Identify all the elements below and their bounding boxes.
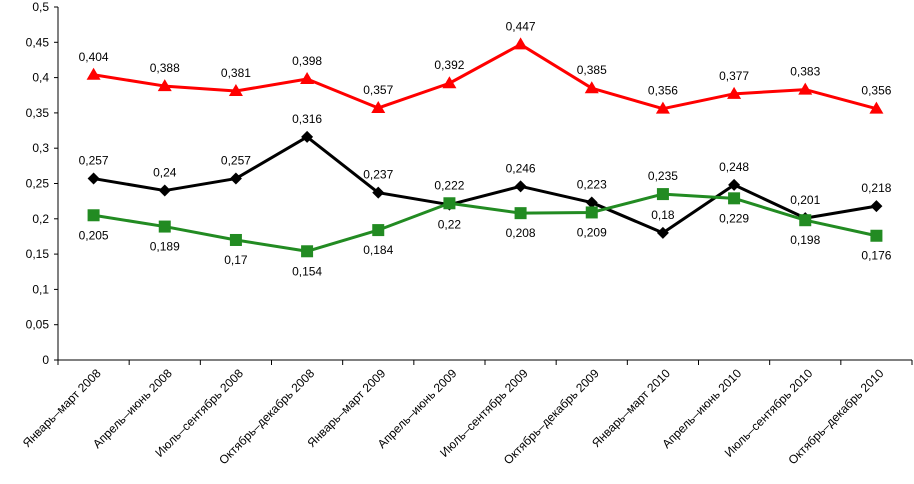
y-tick-label: 0: [42, 353, 49, 367]
data-label-red: 0,356: [861, 84, 891, 98]
y-tick-label: 0,1: [32, 282, 49, 296]
data-label-green: 0,189: [150, 240, 180, 254]
data-label-green: 0,209: [577, 225, 607, 239]
data-label-red: 0,404: [79, 50, 109, 64]
data-label-red: 0,388: [150, 61, 180, 75]
chart-axes: [57, 7, 912, 361]
point-black-diamond: [87, 172, 100, 185]
data-label-red: 0,356: [648, 84, 678, 98]
y-tick-label: 0,3: [32, 141, 49, 155]
x-tick-label: Апрель–июнь 2009: [375, 366, 460, 451]
series-line-black: [93, 135, 877, 235]
data-label-red: 0,381: [221, 66, 251, 80]
point-green-square: [585, 206, 598, 219]
data-label-black: 0,18: [651, 208, 675, 222]
point-green-square: [656, 188, 669, 201]
point-red-triangle: [442, 76, 457, 89]
point-red-triangle: [86, 67, 101, 80]
point-black-diamond: [728, 178, 741, 191]
point-black-diamond: [301, 130, 314, 143]
point-green-square: [728, 192, 741, 205]
point-red-triangle: [869, 101, 884, 114]
point-green-square: [158, 220, 171, 233]
data-label-red: 0,385: [577, 63, 607, 77]
y-tick-label: 0,15: [26, 247, 50, 261]
data-label-black: 0,223: [577, 178, 607, 192]
data-label-black: 0,201: [790, 193, 820, 207]
point-red-triangle: [513, 37, 528, 50]
y-tick-label: 0,2: [32, 212, 49, 226]
point-red-triangle: [300, 72, 315, 85]
y-tick-label: 0,35: [26, 106, 50, 120]
data-label-green: 0,208: [506, 226, 536, 240]
data-label-black: 0,24: [153, 166, 177, 180]
point-black-diamond: [870, 200, 883, 213]
data-label-green: 0,235: [648, 169, 678, 183]
y-axis-ticks: 0 0,05 0,1 0,15 0,2 0,25 0,3 0,35 0,4 0,45 0,5: [26, 0, 58, 367]
y-tick-label: 0,25: [26, 177, 50, 191]
x-tick-label: Январь–март 2008: [20, 366, 104, 450]
data-label-red: 0,398: [292, 54, 322, 68]
point-red-triangle: [798, 82, 813, 95]
point-green-square: [443, 197, 456, 210]
data-label-green: 0,17: [224, 253, 248, 267]
x-tick-label: Апрель–июнь 2010: [659, 366, 744, 451]
point-black-diamond: [585, 196, 598, 209]
y-tick-label: 0,4: [32, 71, 49, 85]
data-label-black: 0,22: [438, 218, 462, 232]
series-layer: [86, 37, 884, 258]
point-red-triangle: [584, 81, 599, 94]
data-label-green: 0,176: [861, 249, 891, 263]
point-red-triangle: [371, 100, 386, 113]
data-label-green: 0,229: [719, 211, 749, 225]
point-black-diamond: [514, 180, 527, 193]
point-green-square: [301, 245, 314, 258]
x-tick-label: Апрель–июнь 2008: [90, 366, 175, 451]
data-label-red: 0,447: [506, 19, 536, 33]
data-label-black: 0,257: [221, 154, 251, 168]
point-black-diamond: [372, 186, 385, 199]
point-red-triangle: [655, 101, 670, 114]
data-label-black: 0,246: [506, 161, 536, 175]
data-labels: 0,404 0,388 0,381 0,398 0,357 0,392 0,447 0,385…: [79, 19, 892, 278]
data-label-black: 0,248: [719, 160, 749, 174]
series-line-green: [93, 192, 877, 253]
point-black-diamond: [158, 184, 171, 197]
series-line-red: [93, 42, 877, 111]
x-tick-label: Январь–март 2010: [589, 366, 673, 450]
point-black-diamond: [656, 226, 669, 239]
point-red-triangle: [727, 86, 742, 99]
point-green-square: [799, 214, 812, 227]
y-tick-label: 0,05: [26, 318, 50, 332]
point-green-square: [229, 233, 242, 246]
data-label-red: 0,357: [363, 83, 393, 97]
data-label-green: 0,205: [79, 228, 109, 242]
data-label-black: 0,257: [79, 154, 109, 168]
data-label-red: 0,383: [790, 65, 820, 79]
data-label-black: 0,316: [292, 112, 322, 126]
point-green-square: [372, 224, 385, 237]
data-label-green: 0,184: [363, 243, 393, 257]
data-label-red: 0,392: [434, 58, 464, 72]
data-label-red: 0,377: [719, 69, 749, 83]
point-green-square: [514, 207, 527, 220]
data-label-black: 0,237: [363, 168, 393, 182]
point-black-diamond: [229, 172, 242, 185]
y-tick-label: 0,5: [32, 0, 49, 14]
data-label-black: 0,218: [861, 181, 891, 195]
data-label-green: 0,198: [790, 233, 820, 247]
data-label-green: 0,154: [292, 264, 322, 278]
point-green-square: [870, 229, 883, 242]
point-red-triangle: [228, 84, 243, 97]
y-tick-label: 0,45: [26, 35, 50, 49]
x-tick-label: Январь–март 2009: [304, 366, 388, 450]
data-label-green: 0,222: [434, 178, 464, 192]
point-green-square: [87, 209, 100, 222]
point-red-triangle: [157, 79, 172, 92]
